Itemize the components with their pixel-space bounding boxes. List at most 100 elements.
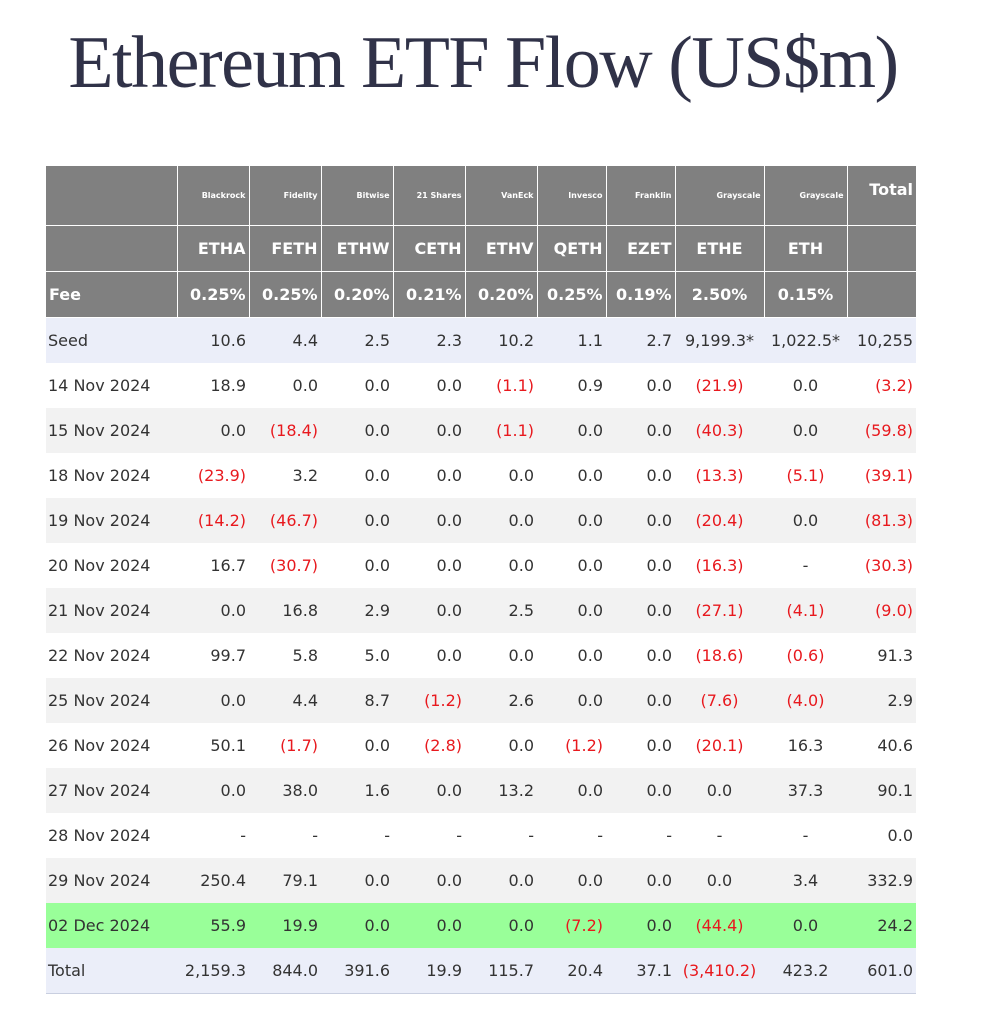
fee-value: 0.25%	[248, 271, 321, 318]
flow-cell: -	[764, 543, 847, 588]
ticker-label: EZET	[605, 225, 675, 272]
issuer-label: 21 Shares	[392, 166, 465, 226]
row-total-cell: 601.0	[847, 948, 916, 994]
flow-cell: 0.0	[764, 363, 847, 408]
flow-cell: -	[537, 813, 606, 858]
ticker-label: ETHW	[320, 225, 393, 272]
header-blank	[846, 225, 916, 272]
flow-cell: 0.0	[764, 408, 847, 453]
row-date: 02 Dec 2024	[46, 903, 177, 948]
fee-value: 0.20%	[320, 271, 393, 318]
flow-cell: 0.0	[177, 678, 249, 723]
flow-cell: 0.0	[465, 498, 537, 543]
flow-cell: (20.1)	[675, 723, 764, 768]
flow-cell: 0.0	[537, 408, 606, 453]
flow-cell: 0.0	[321, 453, 393, 498]
flow-cell: 0.0	[321, 498, 393, 543]
flow-cell: 0.0	[537, 858, 606, 903]
row-date: 25 Nov 2024	[46, 678, 177, 723]
flow-cell: (1.1)	[465, 363, 537, 408]
table-row: 20 Nov 2024 16.7 (30.7) 0.0 0.0 0.0 0.0 0.0 (16.…	[46, 543, 916, 588]
flow-cell: (3,410.2)	[675, 948, 764, 994]
flow-cell: (46.7)	[249, 498, 321, 543]
header-blank	[846, 271, 916, 318]
flow-cell: 1.1	[537, 317, 606, 363]
flow-cell: 1,022.5*	[764, 317, 847, 363]
row-total-cell: 332.9	[847, 858, 916, 903]
issuer-label: Invesco	[536, 166, 606, 226]
row-date: Total	[46, 948, 177, 994]
flow-cell: 3.4	[764, 858, 847, 903]
flow-cell: 391.6	[321, 948, 393, 994]
row-total-cell: (59.8)	[847, 408, 916, 453]
table-row: 26 Nov 2024 50.1 (1.7) 0.0 (2.8) 0.0 (1.2) 0.0(…	[46, 723, 916, 768]
flow-cell: (7.2)	[537, 903, 606, 948]
flow-cell: 10.2	[465, 317, 537, 363]
flow-cell: 37.3	[764, 768, 847, 813]
row-date: 19 Nov 2024	[46, 498, 177, 543]
flow-cell: (21.9)	[675, 363, 764, 408]
flow-cell: 0.0	[393, 768, 465, 813]
flow-cell: 5.8	[249, 633, 321, 678]
flow-cell: 0.0	[321, 903, 393, 948]
flow-cell: 3.2	[249, 453, 321, 498]
row-date: 26 Nov 2024	[46, 723, 177, 768]
row-total-cell: 91.3	[847, 633, 916, 678]
issuer-label: Grayscale	[763, 166, 847, 226]
flow-cell: 0.0	[393, 903, 465, 948]
ticker-label: ETHV	[464, 225, 537, 272]
flow-cell: 0.0	[675, 858, 764, 903]
flow-cell: 0.0	[177, 408, 249, 453]
flow-cell: 0.0	[606, 588, 675, 633]
flow-cell: 5.0	[321, 633, 393, 678]
ticker-label: QETH	[536, 225, 606, 272]
etf-flow-table: Blackrock Fidelity Bitwise 21 Shares Van…	[46, 166, 916, 994]
flow-cell: 20.4	[537, 948, 606, 994]
flow-cell: 18.9	[177, 363, 249, 408]
flow-cell: 0.0	[606, 543, 675, 588]
row-date: 22 Nov 2024	[46, 633, 177, 678]
row-total-cell: (81.3)	[847, 498, 916, 543]
flow-cell: 0.0	[675, 768, 764, 813]
flow-cell: 0.0	[465, 858, 537, 903]
issuer-label: Grayscale	[674, 166, 764, 226]
flow-cell: 0.0	[537, 678, 606, 723]
flow-cell: 2.5	[465, 588, 537, 633]
flow-cell: (0.6)	[764, 633, 847, 678]
flow-cell: 0.0	[537, 588, 606, 633]
total-header: Total	[846, 166, 916, 226]
row-date: 14 Nov 2024	[46, 363, 177, 408]
flow-cell: 2.3	[393, 317, 465, 363]
flow-cell: 0.0	[606, 633, 675, 678]
flow-cell: 0.0	[393, 363, 465, 408]
flow-cell: 0.0	[764, 498, 847, 543]
flow-cell: (14.2)	[177, 498, 249, 543]
flow-cell: 844.0	[249, 948, 321, 994]
row-date: 15 Nov 2024	[46, 408, 177, 453]
flow-cell: 0.0	[321, 363, 393, 408]
flow-cell: 250.4	[177, 858, 249, 903]
flow-cell: (4.1)	[764, 588, 847, 633]
fee-value: 2.50%	[674, 271, 764, 318]
issuer-label: Fidelity	[248, 166, 321, 226]
fee-label: Fee	[46, 271, 177, 318]
row-date: 20 Nov 2024	[46, 543, 177, 588]
flow-cell: 0.0	[606, 453, 675, 498]
fee-header-row: Fee 0.25% 0.25% 0.20% 0.21% 0.20% 0.25% …	[46, 271, 916, 318]
flow-cell: 115.7	[465, 948, 537, 994]
flow-cell: -	[465, 813, 537, 858]
row-total-cell: (9.0)	[847, 588, 916, 633]
table-row: 02 Dec 2024 55.9 19.9 0.0 0.0 0.0 (7.2) 0.0 (44.…	[46, 903, 916, 948]
flow-cell: 2.7	[606, 317, 675, 363]
fee-value: 0.21%	[392, 271, 465, 318]
flow-cell: (16.3)	[675, 543, 764, 588]
row-total-cell: 24.2	[847, 903, 916, 948]
flow-cell: (7.6)	[675, 678, 764, 723]
fee-value: 0.25%	[176, 271, 249, 318]
flow-cell: 38.0	[249, 768, 321, 813]
flow-cell: 16.3	[764, 723, 847, 768]
flow-cell: 0.0	[465, 633, 537, 678]
flow-cell: (20.4)	[675, 498, 764, 543]
flow-cell: 0.0	[537, 498, 606, 543]
flow-cell: 0.0	[321, 858, 393, 903]
